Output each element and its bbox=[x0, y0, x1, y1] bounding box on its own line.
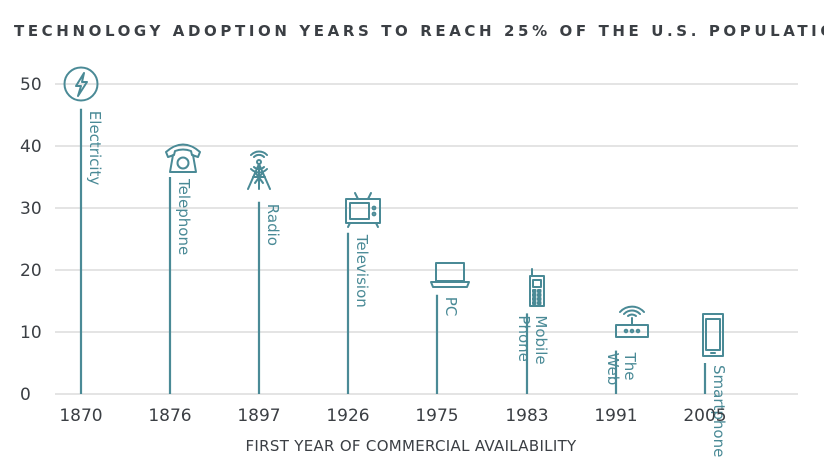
y-tick-label: 40 bbox=[20, 137, 42, 157]
tech-name-line: The bbox=[621, 352, 639, 381]
tech-name-label: TheWeb bbox=[604, 352, 639, 386]
gridlines bbox=[55, 83, 798, 395]
tech-name-line: Television bbox=[353, 234, 371, 308]
smartphone-icon bbox=[702, 313, 724, 357]
x-tick-label: 1876 bbox=[148, 406, 191, 426]
tech-name-label: Smartphone bbox=[710, 365, 728, 457]
tech-name-line: Electricity bbox=[86, 111, 104, 186]
y-tick-label: 50 bbox=[20, 75, 42, 95]
x-tick-label: 1897 bbox=[237, 406, 280, 426]
tech-name-label: Television bbox=[353, 234, 371, 308]
laptop-icon bbox=[430, 262, 470, 288]
mobile-phone-icon bbox=[529, 268, 545, 307]
tech-mobile-phone: MobilePhone bbox=[515, 268, 550, 394]
tech-name-label: PC bbox=[442, 297, 460, 317]
tech-name-line: PC bbox=[442, 297, 460, 317]
tech-name-label: Electricity bbox=[86, 111, 104, 186]
tech-name-line: Web bbox=[604, 353, 622, 386]
tech-pc: PC bbox=[430, 262, 470, 394]
wifi-router-icon bbox=[615, 305, 649, 338]
television-icon bbox=[345, 192, 381, 228]
y-tick-label: 30 bbox=[20, 199, 42, 219]
lightning-bolt-icon bbox=[63, 66, 99, 102]
y-tick-label: 10 bbox=[20, 323, 42, 343]
tech-the-web: TheWeb bbox=[604, 305, 649, 394]
x-tick-label: 1975 bbox=[415, 406, 458, 426]
tech-smartphone: Smartphone bbox=[702, 313, 728, 457]
x-axis-ticks: 1870 1876 1897 1926 1975 1983 1991 2005 bbox=[59, 406, 726, 426]
y-tick-label: 20 bbox=[20, 261, 42, 281]
x-tick-label: 1870 bbox=[59, 406, 102, 426]
tech-name-label: MobilePhone bbox=[515, 315, 550, 364]
tech-name-line: Radio bbox=[264, 204, 282, 246]
tech-name-label: Telephone bbox=[175, 178, 193, 255]
radio-tower-icon bbox=[247, 150, 271, 190]
tech-telephone: Telephone bbox=[165, 143, 201, 394]
stems: Electricity Telephone Radio Television PC Mob… bbox=[63, 66, 728, 457]
tech-name-line: Smartphone bbox=[710, 365, 728, 457]
x-axis-label: FIRST YEAR OF COMMERCIAL AVAILABILITY bbox=[246, 437, 578, 455]
tech-name-line: Phone bbox=[515, 315, 533, 361]
tech-name-line: Mobile bbox=[532, 315, 550, 364]
rotary-telephone-icon bbox=[165, 143, 201, 173]
tech-radio: Radio bbox=[247, 150, 282, 394]
x-tick-label: 1926 bbox=[326, 406, 369, 426]
y-tick-label: 0 bbox=[20, 385, 31, 405]
tech-name-label: Radio bbox=[264, 204, 282, 246]
x-tick-label: 2005 bbox=[683, 406, 726, 426]
tech-name-line: Telephone bbox=[175, 178, 193, 255]
x-tick-label: 1991 bbox=[594, 406, 637, 426]
chart-title: TECHNOLOGY ADOPTION YEARS TO REACH 25% O… bbox=[14, 22, 824, 40]
tech-electricity: Electricity bbox=[63, 66, 104, 394]
y-axis-ticks: 0 10 20 30 40 50 bbox=[20, 75, 42, 405]
x-tick-label: 1983 bbox=[505, 406, 548, 426]
tech-television: Television bbox=[345, 192, 381, 394]
